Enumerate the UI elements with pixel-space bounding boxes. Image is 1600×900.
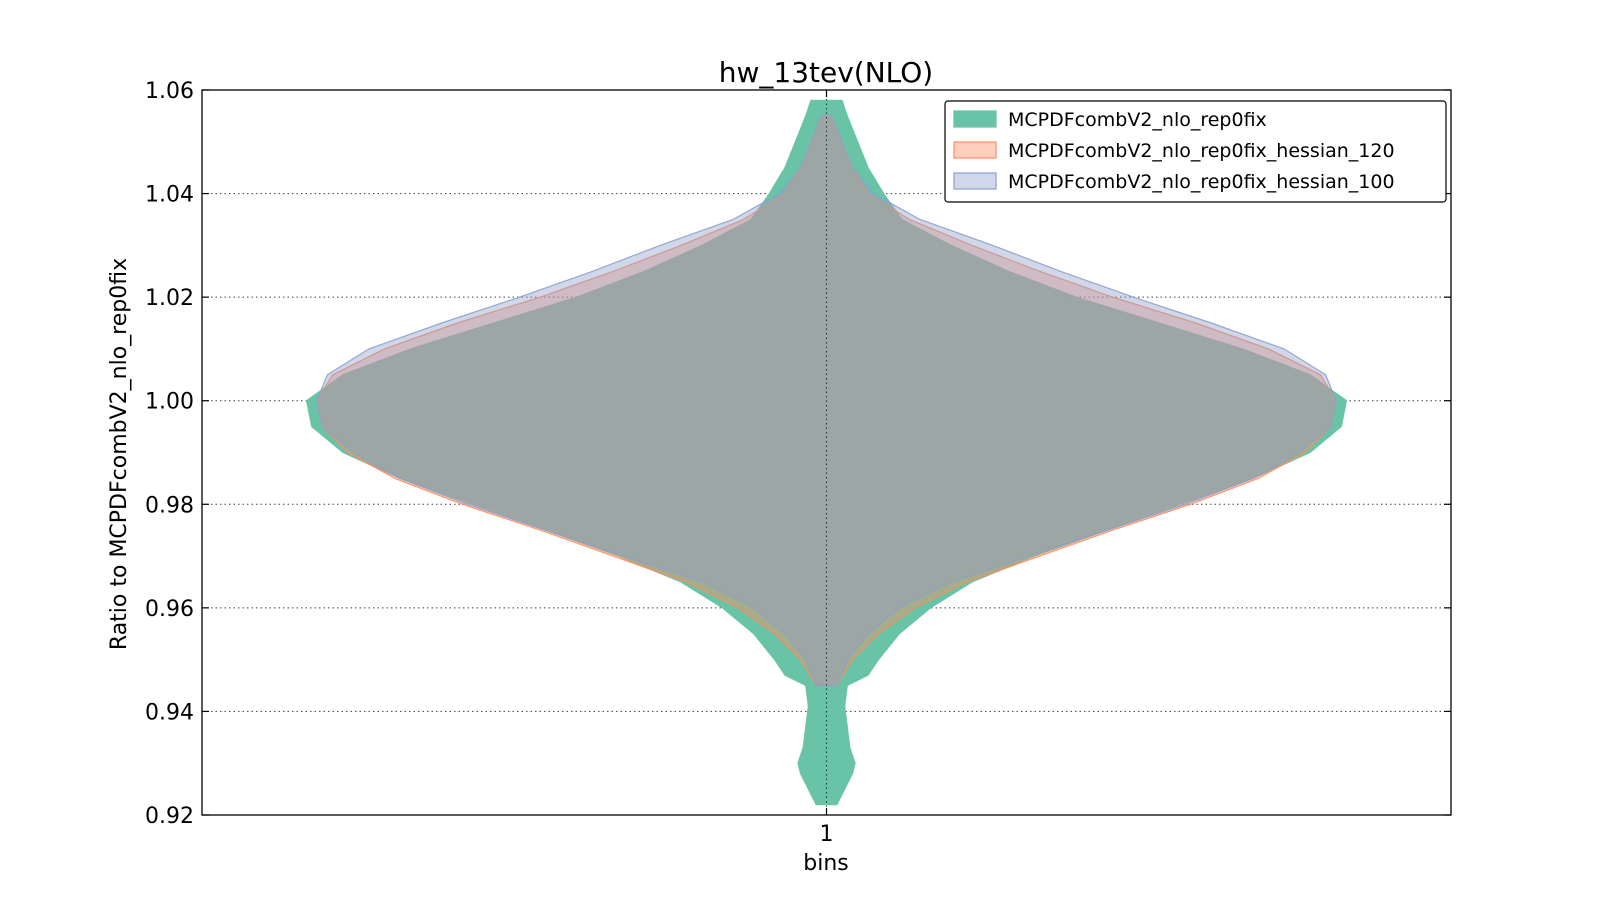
y-tick-label: 0.94	[145, 700, 194, 725]
legend-label: MCPDFcombV2_nlo_rep0fix_hessian_120	[1008, 140, 1395, 162]
y-tick-label: 1.06	[145, 79, 194, 104]
legend-swatch	[953, 172, 997, 190]
legend-swatch	[953, 110, 997, 128]
y-tick-label: 1.00	[145, 390, 194, 415]
y-tick-label: 0.92	[145, 804, 194, 829]
violin-series-1	[305, 99, 1348, 806]
legend-label: MCPDFcombV2_nlo_rep0fix_hessian_100	[1008, 171, 1395, 193]
ticks: 0.92 0.94 0.96 0.98 1.00 1.02 1.04 1.06 1	[145, 79, 1451, 847]
x-axis-title: bins	[803, 851, 848, 876]
legend-swatch	[953, 141, 997, 159]
legend-box	[944, 100, 1447, 203]
y-tick-label: 1.04	[145, 183, 194, 208]
legend: MCPDFcombV2_nlo_rep0fix MCPDFcombV2_nlo_r…	[944, 100, 1447, 203]
legend-label: MCPDFcombV2_nlo_rep0fix	[1008, 109, 1267, 131]
y-tick-label: 0.96	[145, 597, 194, 622]
y-tick-label: 1.02	[145, 286, 194, 311]
y-tick-label: 0.98	[145, 493, 194, 518]
y-axis-title: Ratio to MCPDFcombV2_nlo_rep0fix	[107, 258, 132, 650]
chart-title: hw_13tev(NLO)	[719, 56, 933, 89]
x-tick-label: 1	[820, 822, 834, 847]
